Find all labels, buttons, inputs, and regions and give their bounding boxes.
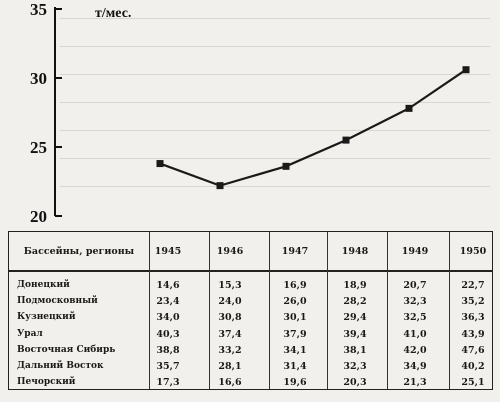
y-tick-label: 30 [30,69,47,88]
data-point-1949 [405,104,413,112]
table-cell: 25,1 [461,377,485,389]
column-divider [149,232,150,389]
year-header: 1950 [459,245,487,257]
column-divider [327,232,328,389]
table-cell: 35,7 [156,361,180,372]
table-cell: 38,8 [156,344,180,356]
table-cell: 38,1 [343,344,367,356]
data-point-1947 [282,162,290,170]
table-cell: 42,0 [403,344,427,356]
series-line [159,68,467,187]
row-label: Печорский [17,377,76,388]
table-cell: 15,3 [218,280,242,291]
table-cell: 20,3 [343,377,367,389]
table-cell: 34,1 [283,344,307,356]
row-label: Донецкий [17,280,70,290]
table-cell: 16,9 [283,280,307,291]
table-cell: 34,0 [156,312,180,324]
y-axis-unit-label: т/мес. [95,6,131,21]
table-cell: 47,6 [461,344,485,356]
table-cell: 28,2 [343,296,367,308]
table-cell: 40,3 [156,328,180,340]
y-tick-label: 20 [30,207,47,226]
table-cell: 32,3 [343,361,367,372]
table-cell: 37,4 [218,328,242,340]
year-header: 1947 [281,245,309,257]
table-cell: 17,3 [156,377,180,389]
year-header: 1946 [216,245,244,257]
table-cell: 21,3 [403,377,427,389]
table-cell: 33,2 [218,344,242,356]
column-divider [209,232,210,389]
table-cell: 16,6 [218,377,242,389]
table-cell: 18,9 [343,280,367,291]
table-cell: 31,4 [283,361,307,372]
table-cell: 41,0 [403,328,427,340]
row-label: Кузнецкий [17,312,76,323]
table-cell: 40,2 [461,361,485,372]
table-cell: 19,6 [283,377,307,389]
table-cell: 14,6 [156,280,180,291]
row-label: Урал [17,328,43,339]
year-header: 1945 [154,245,182,257]
data-table: Бассейны, регионы Донецкий 14,6 15,3 16,9 18… [8,231,493,390]
table-cell: 24,0 [218,296,242,308]
data-point-1948 [342,136,350,144]
year-header: 1949 [401,245,429,257]
line-chart: 20 25 30 35 т/мес. [30,0,470,226]
data-point-1946 [216,182,224,190]
table-cell: 32,5 [403,312,427,324]
table-cell: 30,1 [283,312,307,324]
table-cell: 30,8 [218,312,242,324]
row-label: Подмосковный [17,296,98,307]
data-point-1945 [156,160,164,168]
table-cell: 28,1 [218,361,242,372]
table-cell: 34,9 [403,361,427,372]
table-cell: 23,4 [156,296,180,308]
data-point-1950 [462,66,470,74]
column-divider [387,232,388,389]
table-cell: 35,2 [461,296,485,308]
row-label: Восточная Сибирь [17,344,116,355]
table-cell: 26,0 [283,296,307,308]
row-label: Дальний Восток [17,361,104,371]
table-cell: 36,3 [461,312,485,324]
header-divider [9,270,492,272]
table-cell: 22,7 [461,280,485,291]
column-divider [269,232,270,389]
table-header-label: Бассейны, регионы [23,245,135,257]
y-tick-label: 25 [30,138,47,157]
table-cell: 32,3 [403,296,427,308]
year-header: 1948 [341,245,369,257]
table-cell: 39,4 [343,328,367,340]
y-tick-label: 35 [30,0,47,19]
table-cell: 29,4 [343,312,367,324]
table-cell: 37,9 [283,328,307,340]
column-divider [449,232,450,389]
table-cell: 43,9 [461,328,485,340]
table-cell: 20,7 [403,280,427,291]
